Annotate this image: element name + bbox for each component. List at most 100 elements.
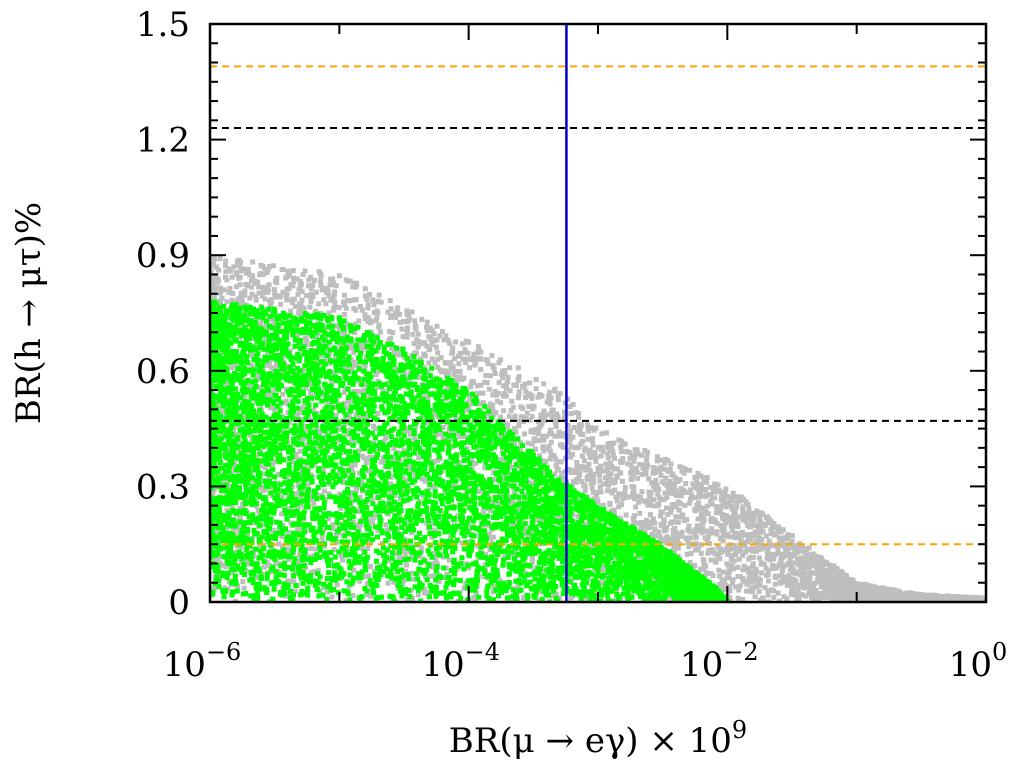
- scatter-point: [729, 580, 735, 586]
- scatter-point: [249, 284, 254, 290]
- scatter-point: [668, 482, 674, 488]
- scatter-point: [789, 533, 795, 539]
- scatter-point: [221, 287, 227, 293]
- scatter-point: [724, 561, 730, 567]
- scatter-point: [667, 466, 673, 472]
- scatter-point: [750, 554, 756, 560]
- scatter-point: [393, 310, 398, 316]
- scatter-point: [478, 366, 484, 372]
- scatter-point: [494, 392, 499, 398]
- scatter-point: [333, 412, 339, 418]
- scatter-point: [366, 564, 372, 570]
- scatter-point: [261, 289, 267, 294]
- scatter-point: [628, 470, 633, 476]
- scatter-point: [219, 409, 225, 415]
- scatter-point: [347, 278, 353, 284]
- scatter-point: [740, 597, 746, 602]
- scatter-point: [668, 596, 674, 602]
- scatter-point: [781, 563, 787, 569]
- scatter-point: [486, 386, 492, 392]
- scatter-point: [436, 518, 442, 523]
- scatter-point: [830, 578, 836, 584]
- scatter-point: [702, 511, 707, 517]
- scatter-point: [243, 568, 249, 574]
- scatter-point: [543, 446, 549, 452]
- scatter-point: [445, 385, 451, 391]
- scatter-point: [677, 501, 683, 507]
- scatter-point: [266, 476, 272, 481]
- scatter-point: [795, 549, 801, 555]
- scatter-point: [727, 595, 733, 601]
- scatter-point: [650, 465, 656, 470]
- scatter-point: [645, 462, 651, 468]
- scatter-point: [258, 271, 264, 276]
- scatter-point: [370, 515, 376, 521]
- scatter-point: [444, 571, 450, 577]
- scatter-point: [841, 574, 847, 580]
- scatter-point: [713, 510, 719, 516]
- scatter-point: [462, 582, 468, 588]
- scatter-point: [750, 579, 755, 585]
- scatter-point: [270, 461, 275, 467]
- scatter-point: [251, 519, 257, 525]
- scatter-point: [492, 371, 498, 376]
- scatter-point: [324, 289, 329, 295]
- scatter-point: [620, 442, 626, 448]
- scatter-point: [684, 536, 690, 542]
- scatter-point: [380, 388, 386, 394]
- scatter-point: [740, 517, 746, 523]
- scatter-point: [786, 552, 792, 558]
- scatter-point: [605, 442, 611, 447]
- scatter-point: [633, 465, 639, 471]
- scatter-point: [415, 344, 421, 350]
- scatter-point: [735, 595, 741, 601]
- scatter-point: [536, 597, 542, 602]
- scatter-point: [768, 527, 774, 533]
- scatter-point: [303, 335, 308, 341]
- scatter-point: [616, 437, 622, 443]
- scatter-point: [253, 297, 259, 303]
- scatter-point: [472, 460, 478, 466]
- scatter-point: [408, 570, 414, 576]
- scatter-point: [456, 353, 461, 359]
- scatter-point: [210, 269, 214, 275]
- scatter-point: [337, 471, 343, 477]
- scatter-point: [280, 426, 286, 432]
- scatter-point: [405, 325, 410, 331]
- scatter-point: [597, 484, 603, 490]
- scatter-point: [497, 434, 503, 440]
- scatter-point: [387, 329, 392, 335]
- scatter-point: [298, 494, 304, 500]
- scatter-point: [698, 551, 704, 556]
- scatter-point: [737, 583, 743, 589]
- scatter-point: [259, 293, 265, 299]
- scatter-point: [619, 449, 625, 455]
- scatter-point: [447, 429, 453, 435]
- scatter-point: [213, 264, 219, 270]
- scatter-point: [294, 276, 300, 282]
- scatter-point: [424, 369, 430, 375]
- scatter-point: [646, 494, 652, 500]
- scatter-point: [560, 444, 566, 450]
- scatter-point: [306, 277, 312, 283]
- scatter-point: [735, 494, 740, 500]
- scatter-point: [775, 549, 781, 555]
- scatter-point: [698, 542, 704, 548]
- scatter-point: [751, 510, 757, 516]
- scatter-point: [242, 416, 248, 422]
- scatter-point: [276, 293, 282, 299]
- scatter-point: [400, 580, 406, 586]
- scatter-point: [457, 434, 463, 440]
- scatter-point: [610, 453, 616, 459]
- scatter-point: [364, 297, 370, 302]
- scatter-point: [289, 484, 295, 490]
- scatter-point: [661, 496, 667, 502]
- scatter-point: [401, 318, 407, 324]
- scatter-point: [635, 475, 641, 481]
- scatter-point: [360, 483, 365, 488]
- scatter-point: [553, 424, 559, 429]
- scatter-point: [722, 499, 728, 505]
- scatter-point: [898, 597, 904, 602]
- scatter-point: [751, 514, 757, 519]
- scatter-point: [414, 337, 420, 343]
